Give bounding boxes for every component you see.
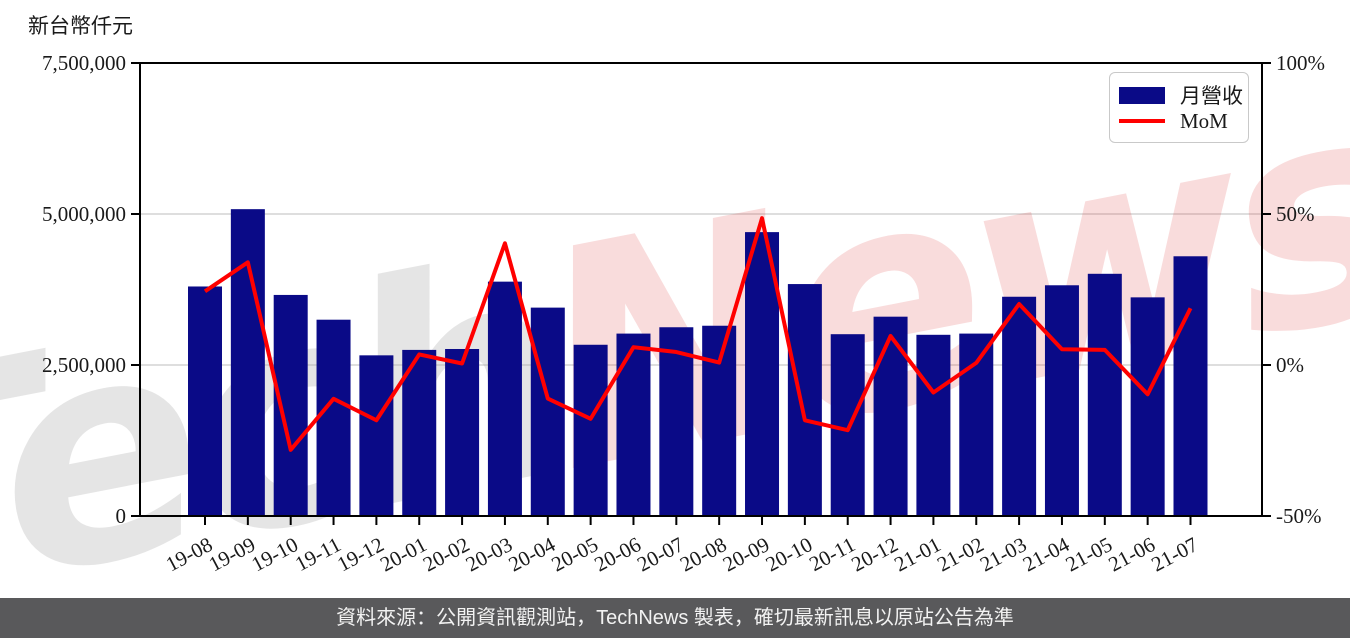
revenue-bar-20-04 <box>530 307 565 516</box>
revenue-bar-swatch <box>1119 86 1165 104</box>
revenue-bar-19-08 <box>188 286 222 516</box>
revenue-bar-20-08 <box>702 325 737 516</box>
revenue-bar-19-09 <box>230 209 265 516</box>
source-footer: 資料來源：公開資訊觀測站，TechNews 製表，確切最新訊息以原站公告為準 <box>0 598 1350 638</box>
y-left-tick-label: 5,000,000 <box>42 202 126 226</box>
x-tick-label-21-07: 21-07 <box>1147 532 1202 576</box>
mom-line <box>203 216 1193 452</box>
y-right-tick-label: -50% <box>1276 504 1322 528</box>
revenue-bar-21-03 <box>1002 296 1037 516</box>
y-right-tick-label: 0% <box>1276 353 1304 377</box>
revenue-bar-19-11 <box>316 319 351 516</box>
revenue-bar-20-01 <box>402 349 437 516</box>
revenue-bar-21-06 <box>1130 297 1165 516</box>
legend-label-revenue: 月營收 <box>1180 84 1243 108</box>
y-right-tick-label: 50% <box>1276 202 1315 226</box>
revenue-bar-21-04 <box>1044 285 1079 516</box>
y-left-tick-label: 0 <box>116 504 127 528</box>
y-axis-unit-label: 新台幣仟元 <box>28 14 133 38</box>
revenue-bar-20-05 <box>573 344 608 516</box>
revenue-bar-21-07 <box>1173 256 1208 516</box>
revenue-bar-21-01 <box>916 334 951 516</box>
legend-item-revenue: 月營收 <box>1119 82 1243 108</box>
y-left-tick-label: 2,500,000 <box>42 353 126 377</box>
revenue-bar-20-02 <box>445 348 480 516</box>
revenue-bar-20-10 <box>787 284 822 516</box>
revenue-bar-20-06 <box>616 333 651 516</box>
revenue-bar-20-03 <box>487 281 522 516</box>
legend-item-mom: MoM <box>1119 108 1238 134</box>
chart-legend: 月營收 MoM <box>1109 72 1249 143</box>
legend-label-mom: MoM <box>1180 108 1228 133</box>
y-right-tick-label: 100% <box>1276 51 1325 75</box>
mom-line-swatch <box>1119 119 1165 123</box>
revenue-bar-20-12 <box>873 316 908 516</box>
y-left-tick-label: 7,500,000 <box>42 51 126 75</box>
revenue-bar-21-05 <box>1087 273 1122 516</box>
revenue-bar-19-12 <box>359 355 394 516</box>
plot-frame <box>139 62 1263 517</box>
revenue-bar-20-11 <box>830 334 865 516</box>
revenue-bar-20-07 <box>659 327 694 516</box>
